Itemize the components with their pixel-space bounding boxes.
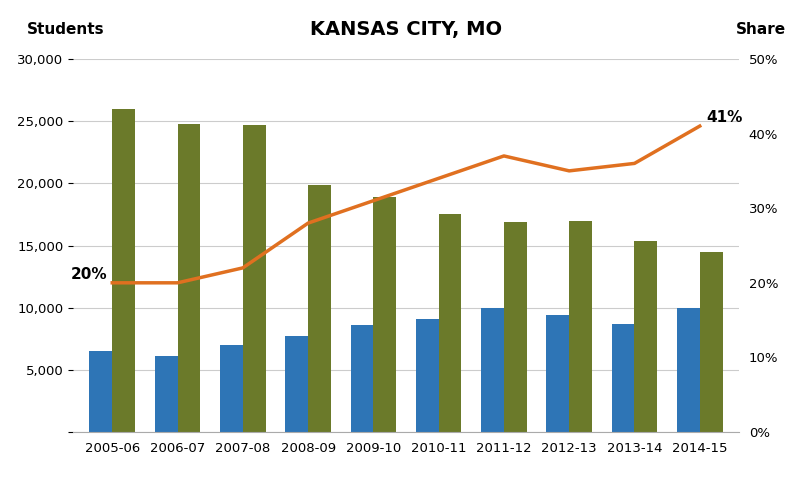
- Text: Share: Share: [735, 22, 784, 36]
- Bar: [569, 220, 591, 432]
- Bar: [699, 252, 722, 432]
- Bar: [504, 222, 526, 432]
- Bar: [350, 325, 373, 432]
- Text: 20%: 20%: [71, 267, 107, 282]
- Bar: [546, 315, 569, 432]
- Bar: [438, 215, 461, 432]
- Bar: [480, 308, 504, 432]
- Bar: [676, 308, 699, 432]
- Text: KANSAS CITY, MO: KANSAS CITY, MO: [310, 20, 501, 39]
- Bar: [415, 319, 438, 432]
- Bar: [220, 345, 242, 432]
- Bar: [242, 125, 265, 432]
- Bar: [373, 197, 396, 432]
- Bar: [633, 241, 657, 432]
- Text: Students: Students: [27, 22, 104, 36]
- Bar: [178, 124, 200, 432]
- Bar: [112, 109, 135, 432]
- Bar: [307, 185, 331, 432]
- Bar: [285, 336, 307, 432]
- Text: 41%: 41%: [706, 110, 742, 125]
- Bar: [611, 324, 633, 432]
- Bar: [89, 351, 112, 432]
- Bar: [154, 356, 178, 432]
